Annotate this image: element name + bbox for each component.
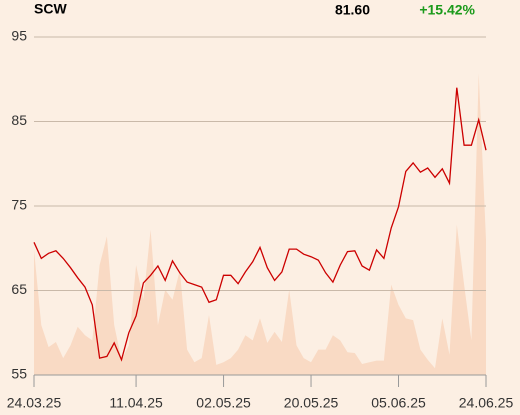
y-tick-label: 85 [11,112,27,128]
x-tick-label: 02.05.25 [196,395,251,411]
x-tick-label: 11.04.25 [109,395,163,411]
x-tick-label: 20.05.25 [284,395,339,411]
price: 81.60 [335,2,370,18]
line [33,87,487,362]
area [34,73,486,376]
y-tick-label: 75 [11,197,27,213]
y-tick-label: 55 [11,366,27,382]
chart-title: SCW [34,1,67,17]
y-tick-label: 65 [11,281,27,297]
x-tick-label: 24.06.25 [459,395,514,411]
x-tick-label: 05.06.25 [371,395,426,411]
x-tick-label: 24.03.25 [7,395,62,411]
change: +15.42% [419,2,475,18]
y-tick-label: 95 [11,28,27,44]
